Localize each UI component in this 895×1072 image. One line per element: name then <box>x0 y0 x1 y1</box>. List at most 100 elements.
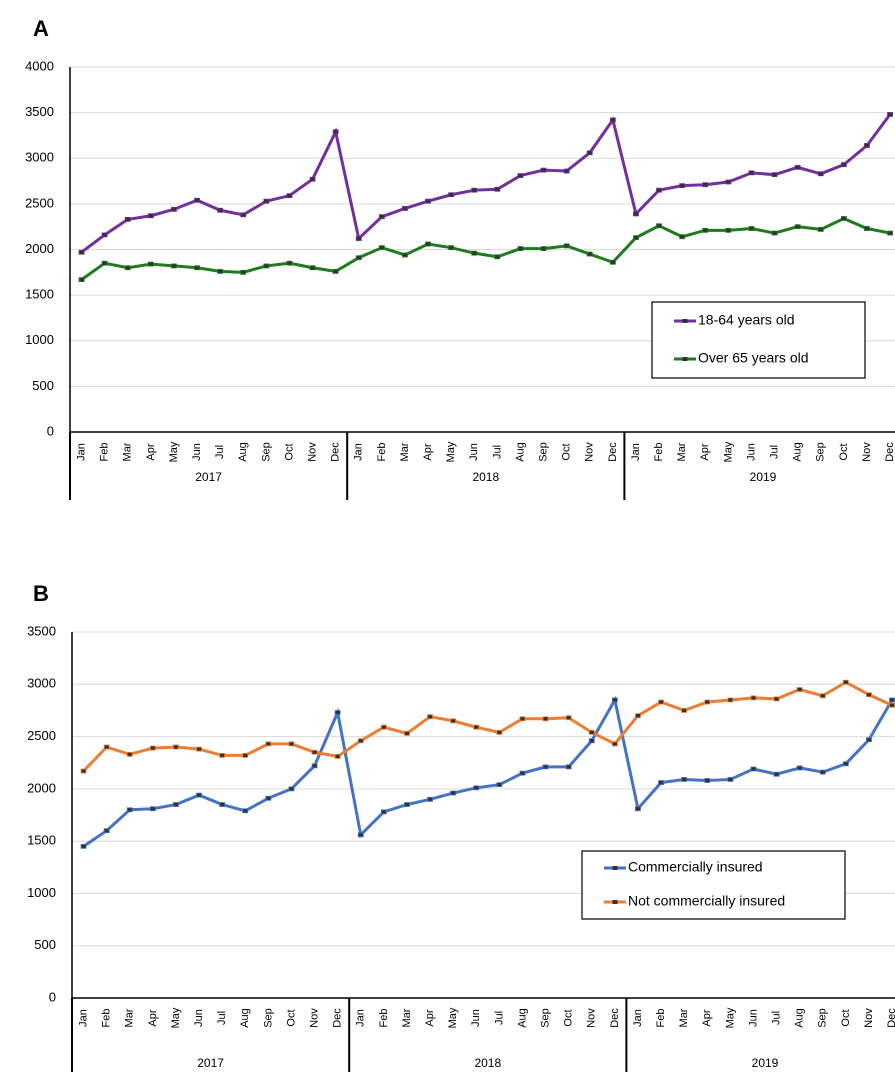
data-point <box>702 182 709 188</box>
x-tick-label: Nov <box>308 1008 320 1028</box>
data-point <box>771 172 778 178</box>
data-point <box>773 696 780 702</box>
data-point <box>588 738 595 744</box>
y-tick-label: 2500 <box>27 728 56 743</box>
data-point <box>658 780 664 785</box>
data-point <box>147 213 154 219</box>
legend-label: 18-64 years old <box>698 312 795 328</box>
y-tick-label: 3500 <box>27 623 56 638</box>
y-tick-label: 500 <box>34 937 56 952</box>
y-tick-label: 0 <box>49 989 56 1004</box>
data-point <box>355 255 362 261</box>
data-point <box>425 241 431 247</box>
y-tick-label: 1500 <box>25 287 54 302</box>
legend-label: Commercially insured <box>628 859 763 875</box>
data-point <box>635 713 641 719</box>
data-point <box>633 211 639 217</box>
x-tick-label: Nov <box>586 1008 598 1028</box>
data-point <box>263 198 270 204</box>
x-tick-label: May <box>722 441 734 462</box>
data-point <box>219 752 226 758</box>
data-point <box>427 796 433 802</box>
data-point <box>704 699 711 705</box>
data-point <box>609 117 616 123</box>
x-tick-label: Nov <box>306 442 318 462</box>
data-point <box>124 216 131 222</box>
x-tick-label: Jul <box>216 1011 228 1025</box>
x-tick-label: Apr <box>701 1009 713 1026</box>
y-tick-label: 1000 <box>27 885 56 900</box>
data-point <box>496 782 503 788</box>
data-point <box>101 232 108 238</box>
x-tick-label: Apr <box>422 443 434 460</box>
data-point <box>404 731 410 736</box>
x-tick-label: May <box>168 441 180 462</box>
data-point <box>864 226 870 231</box>
data-point <box>540 246 547 251</box>
data-point <box>473 785 480 791</box>
x-tick-label: Feb <box>653 443 665 462</box>
data-point <box>681 708 688 713</box>
x-tick-label: Feb <box>99 443 111 462</box>
data-point <box>748 170 755 176</box>
legend-marker <box>682 357 688 361</box>
x-tick-label: Jan <box>77 1009 89 1027</box>
data-point <box>171 206 177 212</box>
data-point <box>796 765 803 771</box>
y-tick-label: 1500 <box>27 833 56 848</box>
data-point <box>357 832 364 838</box>
y-tick-label: 3000 <box>25 150 54 165</box>
data-point <box>727 697 734 703</box>
data-point <box>263 263 270 269</box>
data-point <box>380 724 387 730</box>
data-point <box>240 212 247 218</box>
x-tick-label: Oct <box>840 1009 852 1026</box>
x-tick-label: Mar <box>676 442 688 461</box>
x-tick-label: Sep <box>539 1008 551 1028</box>
data-point <box>727 777 734 782</box>
data-point <box>471 250 478 256</box>
x-tick-label: Feb <box>655 1009 667 1028</box>
data-point <box>840 216 847 221</box>
data-point <box>473 724 480 730</box>
legend-marker <box>682 319 688 323</box>
legend-marker <box>612 866 618 870</box>
x-tick-label: Apr <box>699 443 711 460</box>
data-point <box>840 162 847 168</box>
data-point <box>103 828 110 834</box>
x-tick-label: Jun <box>468 443 480 461</box>
x-tick-label: Aug <box>237 442 249 462</box>
x-tick-label: Feb <box>378 1009 390 1028</box>
data-point <box>864 143 870 148</box>
x-tick-label: Dec <box>884 442 895 462</box>
x-tick-label: Sep <box>537 442 549 462</box>
data-point <box>311 763 318 769</box>
data-point <box>80 768 87 774</box>
data-point <box>173 802 179 807</box>
x-tick-label: Jun <box>747 1009 759 1027</box>
x-tick-label: Nov <box>863 1008 875 1028</box>
data-point <box>471 187 478 193</box>
data-point <box>149 745 156 751</box>
x-tick-label: Oct <box>285 1009 297 1026</box>
group-label: 2017 <box>197 1056 224 1070</box>
data-point <box>309 176 316 182</box>
data-point <box>586 150 593 156</box>
x-tick-label: Sep <box>260 442 272 462</box>
data-point <box>450 790 457 796</box>
data-point <box>496 729 503 735</box>
legend-box <box>581 850 846 920</box>
data-point <box>124 265 131 271</box>
data-point <box>681 777 688 782</box>
x-tick-label: Aug <box>516 1008 528 1028</box>
series-line <box>82 695 894 848</box>
y-tick-label: 3000 <box>27 676 56 691</box>
data-point <box>540 167 547 173</box>
data-point <box>633 235 639 241</box>
data-point <box>219 802 226 807</box>
x-tick-label: Mar <box>399 442 411 461</box>
x-tick-label: Nov <box>584 442 596 462</box>
x-tick-label: Oct <box>563 1009 575 1026</box>
data-point <box>611 741 618 747</box>
